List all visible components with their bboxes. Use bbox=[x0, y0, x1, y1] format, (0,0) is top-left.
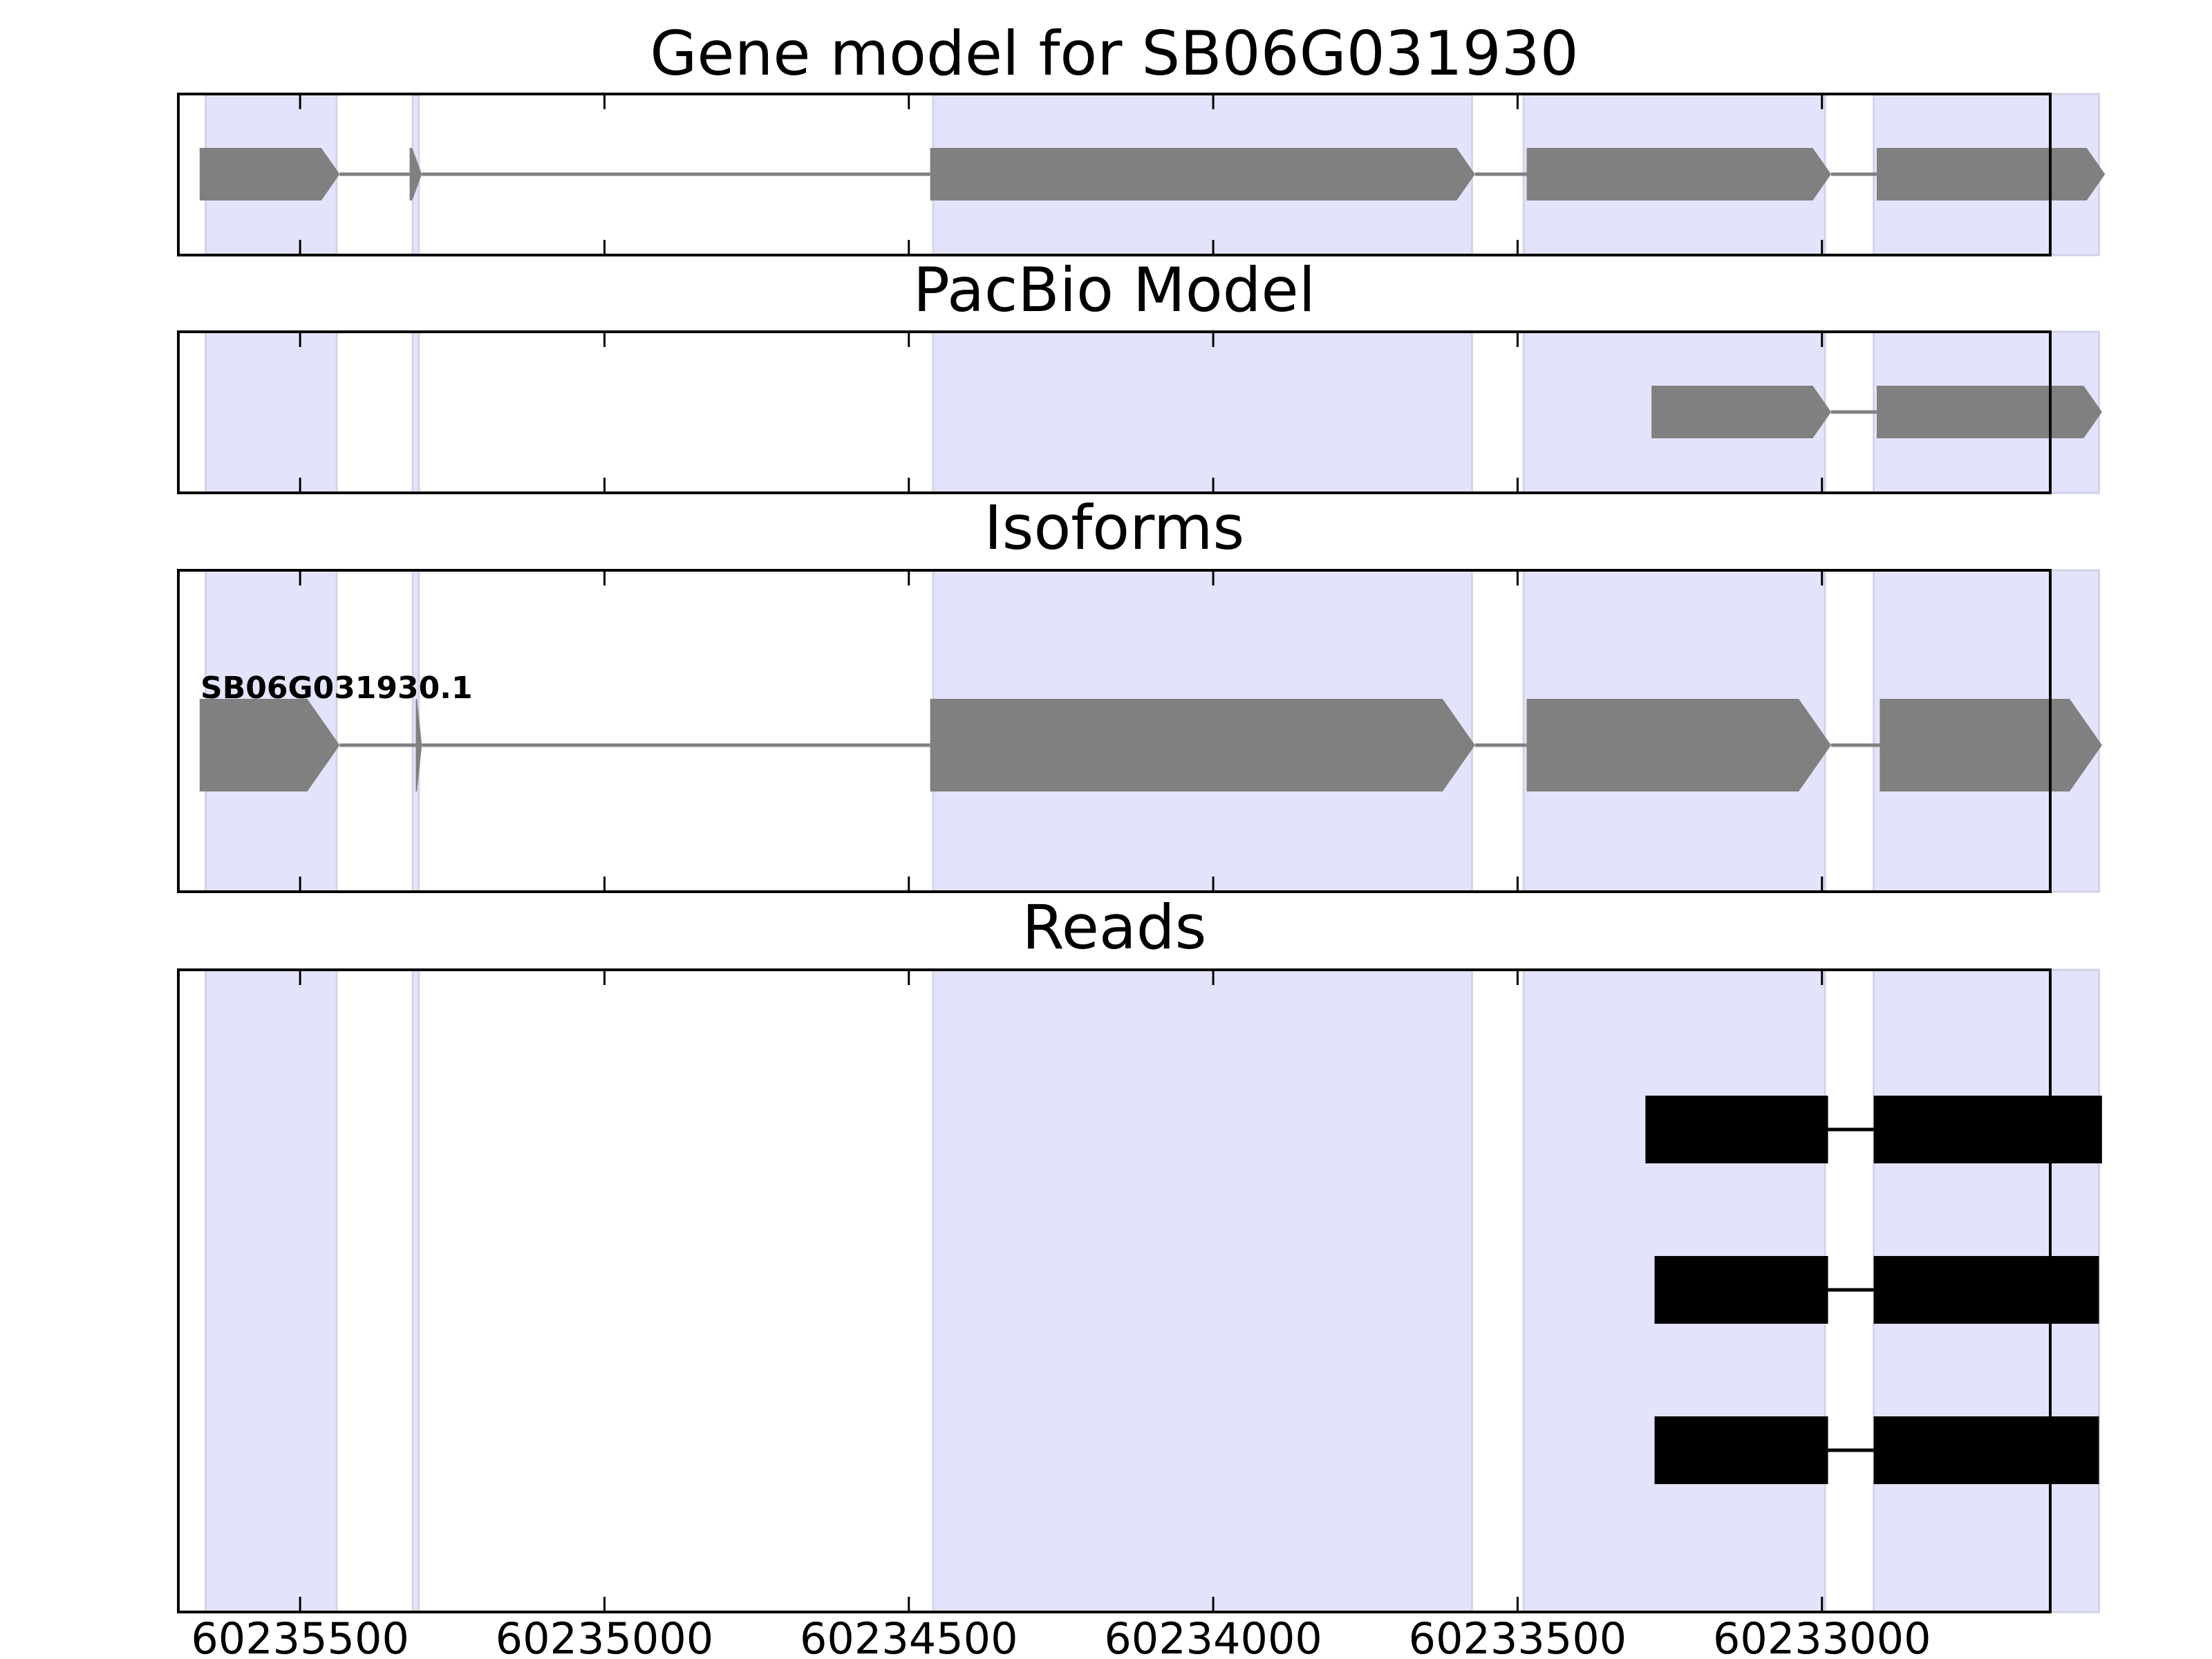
panel-title-reads: Reads bbox=[1022, 892, 1207, 963]
exon-highlight-band bbox=[205, 968, 338, 1613]
read-exon-block bbox=[1654, 1416, 1828, 1484]
panel-frame bbox=[177, 569, 2052, 893]
panel-title-isoforms: Isoforms bbox=[984, 492, 1245, 563]
exon-block bbox=[1526, 699, 1831, 791]
read-exon-block bbox=[1873, 1416, 2099, 1484]
reads-track-group bbox=[1645, 1096, 2102, 1484]
exon-block bbox=[199, 148, 340, 200]
exon-highlight-band bbox=[411, 330, 420, 494]
exon-block bbox=[1880, 699, 2102, 791]
exon-block bbox=[199, 699, 340, 791]
panel-pacbio-model: PacBio Model bbox=[177, 254, 2102, 494]
x-tick-label: 60235000 bbox=[496, 1613, 714, 1659]
tick-mark-group bbox=[299, 970, 1824, 1612]
tick-mark-group bbox=[299, 94, 1824, 255]
exon-block bbox=[1651, 386, 1831, 438]
x-axis-tick-labels: 60235500 60235000 60234500 60234000 60233500… bbox=[191, 1613, 1931, 1659]
panel-reads: Reads bbox=[177, 892, 2102, 1613]
exon-block bbox=[409, 148, 422, 200]
gene-model-track-group bbox=[199, 148, 2106, 200]
exon-highlight-band bbox=[932, 330, 1473, 494]
panel-frame bbox=[177, 968, 2052, 1613]
exon-highlight-band bbox=[205, 330, 338, 494]
panel-title-gene-model: Gene model for SB06G031930 bbox=[650, 18, 1579, 89]
read-exon-block bbox=[1654, 1256, 1828, 1324]
read-exon-block bbox=[1873, 1256, 2099, 1324]
exon-block bbox=[1526, 148, 1831, 200]
panel-frame bbox=[177, 93, 2052, 256]
x-tick-label: 60233000 bbox=[1713, 1613, 1931, 1659]
panel-title-pacbio-model: PacBio Model bbox=[913, 254, 1315, 326]
exon-highlight-band bbox=[411, 968, 420, 1613]
tick-mark-group bbox=[299, 570, 1824, 892]
panel-frame bbox=[177, 330, 2052, 494]
x-tick-label: 60233500 bbox=[1409, 1613, 1627, 1659]
isoform-track-group bbox=[199, 699, 2102, 791]
exon-highlight-band bbox=[932, 968, 1473, 1613]
x-tick-label: 60234500 bbox=[800, 1613, 1018, 1659]
exon-block bbox=[930, 148, 1475, 200]
tick-mark-group bbox=[299, 332, 1824, 493]
read-exon-block bbox=[1873, 1096, 2102, 1163]
x-tick-label: 60235500 bbox=[191, 1613, 409, 1659]
exon-block bbox=[1877, 386, 2102, 438]
exon-block bbox=[1877, 148, 2106, 200]
read-exon-block bbox=[1645, 1096, 1828, 1163]
x-tick-label: 60234000 bbox=[1104, 1613, 1322, 1659]
exon-block bbox=[415, 699, 422, 791]
isoform-label: SB06G031930.1 bbox=[200, 671, 473, 706]
panel-gene-model: Gene model for SB06G031930 bbox=[177, 18, 2106, 256]
panel-isoforms: Isoforms SB06G031930.1 bbox=[177, 492, 2102, 893]
exon-block bbox=[930, 699, 1475, 791]
pacbio-model-track-group bbox=[1651, 386, 2102, 438]
